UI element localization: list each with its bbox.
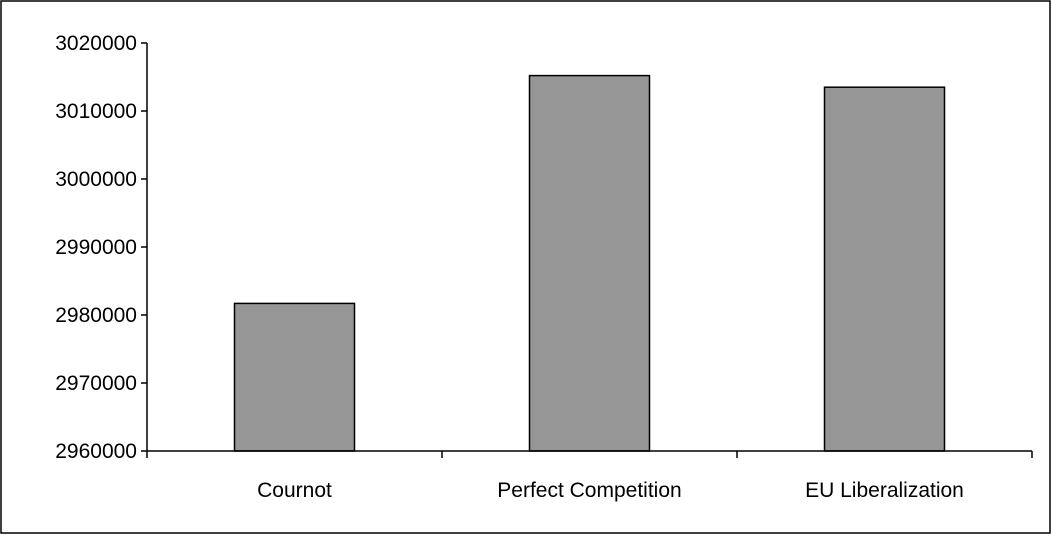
x-tick-label: Cournot bbox=[257, 479, 332, 502]
y-tick-label: 3000000 bbox=[55, 168, 137, 191]
y-tick-label: 3010000 bbox=[55, 100, 137, 123]
bar-1 bbox=[233, 302, 356, 452]
y-tick-label: 2970000 bbox=[55, 372, 137, 395]
x-tick-label: Perfect Competition bbox=[497, 479, 681, 502]
bars bbox=[233, 74, 946, 452]
axes bbox=[141, 42, 1033, 458]
y-tick-label: 2980000 bbox=[55, 304, 137, 327]
y-axis-tick-labels: 2960000 2970000 2980000 2990000 3000000 30100… bbox=[55, 32, 137, 463]
x-tick-label: EU Liberalization bbox=[805, 479, 964, 502]
bar-2 bbox=[528, 74, 651, 452]
y-tick-label: 3020000 bbox=[55, 32, 137, 55]
bar-3 bbox=[823, 86, 946, 452]
y-tick-label: 2960000 bbox=[55, 440, 137, 463]
y-tick-label: 2990000 bbox=[55, 236, 137, 259]
x-axis-tick-labels: Cournot Perfect Competition EU Liberalizat… bbox=[257, 479, 964, 502]
